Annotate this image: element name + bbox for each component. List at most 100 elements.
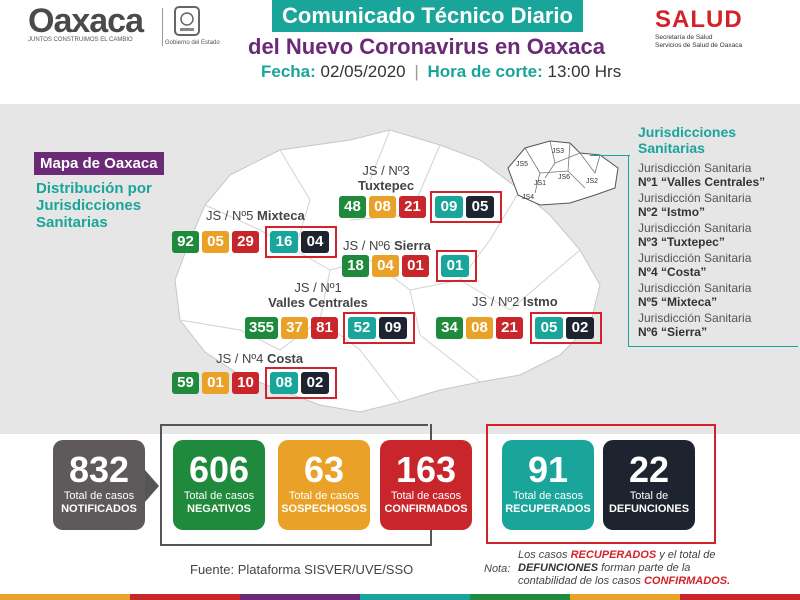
legend-item-name: Nº6 “Sierra”	[638, 325, 708, 339]
negativos-count: 48	[339, 196, 366, 218]
salud-logo: SALUD Secretaría de Salud Servicios de S…	[655, 6, 743, 50]
jurisdiction-label: JS / Nº1 Valles Centrales	[266, 280, 370, 310]
total-caption: Total de casos	[183, 490, 255, 502]
color-stripe	[0, 594, 130, 600]
legend-connector	[590, 155, 630, 156]
recuperados-count: 08	[270, 372, 298, 394]
jurisdiction-label: JS / Nº5 Mixteca	[206, 208, 305, 223]
distribution-title: Distribución por Jurisdicciones Sanitari…	[36, 180, 152, 231]
legend-item-line: Jurisdicción Sanitaria	[638, 191, 752, 205]
legend-item-line: Jurisdicción Sanitaria	[638, 221, 752, 235]
legend-item: Jurisdicción Sanitaria Nº4 “Costa”	[638, 251, 798, 279]
oaxaca-logo: Oaxaca JUNTOS CONSTRUIMOS EL CAMBIO	[28, 2, 158, 43]
recovered-frame	[436, 250, 477, 282]
confirmados-count: 29	[232, 231, 259, 253]
color-stripe	[130, 594, 240, 600]
recovered-frame	[343, 312, 415, 344]
legend-item: Jurisdicción Sanitaria Nº6 “Sierra”	[638, 311, 798, 339]
negativos-count: 92	[172, 231, 199, 253]
sospechosos-count: 01	[202, 372, 229, 394]
legend-bracket	[628, 155, 629, 347]
legend-item-name: Nº5 “Mixteca”	[638, 295, 718, 309]
legend-bracket-end	[628, 346, 798, 347]
logo-divider	[162, 8, 163, 46]
confirmados-count: 10	[232, 372, 259, 394]
hora-value: 13:00 Hrs	[547, 62, 622, 81]
total-sospechosos: 63 Total de casos SOSPECHOSOS	[278, 440, 370, 530]
arrow-icon	[145, 470, 159, 502]
recuperados-count: 16	[270, 231, 298, 253]
js-name: Costa	[267, 351, 304, 366]
nota-recuperados: RECUPERADOS	[570, 549, 657, 561]
total-confirmados: 163 Total de casos CONFIRMADOS	[380, 440, 472, 530]
js-number: JS / Nº1	[294, 280, 342, 295]
legend-item: Jurisdicción Sanitaria Nº2 “Istmo”	[638, 191, 798, 219]
legend-item: Jurisdicción Sanitaria Nº3 “Tuxtepec”	[638, 221, 798, 249]
group-frame-gray-top	[160, 424, 428, 426]
total-caption: Total de casos	[390, 490, 462, 502]
recuperados-count: 09	[435, 196, 463, 218]
negativos-count: 18	[342, 255, 369, 277]
legend-item: Jurisdicción Sanitaria Nº5 “Mixteca”	[638, 281, 798, 309]
recovered-frame	[530, 312, 602, 344]
jurisdiction-label: JS / Nº4 Costa	[216, 351, 303, 366]
nota-defunciones: DEFUNCIONES	[518, 562, 599, 574]
total-label: DEFUNCIONES	[608, 503, 690, 515]
inset-label: JS5	[516, 161, 528, 168]
color-stripe	[240, 594, 360, 600]
total-label: SOSPECHOSOS	[281, 503, 367, 515]
inset-label: JS3	[552, 148, 564, 155]
color-stripe	[470, 594, 570, 600]
dist-line: Distribución por	[36, 180, 152, 197]
total-recuperados: 91 Total de casos RECUPERADOS	[502, 440, 594, 530]
total-caption: Total de	[629, 490, 669, 502]
date-separator: |	[414, 62, 419, 81]
dist-line: Sanitarias	[36, 214, 108, 231]
nota-text: forman parte de la	[598, 562, 691, 574]
js-name: Tuxtepec	[358, 178, 415, 193]
js-number: JS / Nº6	[343, 238, 391, 253]
js-name: Mixteca	[257, 208, 305, 223]
salud-sub2: Servicios de Salud de Oaxaca	[655, 42, 743, 49]
page-title-line1: Comunicado Técnico Diario	[272, 0, 583, 32]
sospechosos-count: 37	[281, 317, 308, 339]
nota-text: y el total de	[656, 549, 716, 561]
sospechosos-count: 08	[466, 317, 493, 339]
total-label: CONFIRMADOS	[384, 503, 468, 515]
dist-line: Jurisdicciones	[36, 197, 142, 214]
group-frame-red	[486, 424, 716, 544]
jurisdiction-label: JS / Nº6 Sierra	[343, 238, 431, 253]
defunciones-count: 02	[301, 372, 329, 394]
js-number: JS / Nº3	[362, 163, 410, 178]
fecha-value: 02/05/2020	[320, 62, 406, 81]
total-caption: Total de casos	[288, 490, 360, 502]
total-caption: Total de casos	[512, 490, 584, 502]
sospechosos-count: 05	[202, 231, 229, 253]
inset-label: JS2	[586, 178, 598, 185]
nota-key: Nota:	[484, 563, 511, 575]
fecha-label: Fecha:	[261, 62, 316, 81]
recuperados-count: 05	[535, 317, 563, 339]
legend-item-line: Jurisdicción Sanitaria	[638, 161, 752, 175]
confirmados-count: 21	[399, 196, 426, 218]
sospechosos-count: 04	[372, 255, 399, 277]
total-number: 22	[628, 449, 670, 490]
map-tag: Mapa de Oaxaca	[34, 152, 164, 175]
legend-item: Jurisdicción Sanitaria Nº1 “Valles Centra…	[638, 161, 798, 189]
total-number: 63	[303, 449, 345, 490]
total-number: 832	[68, 449, 130, 490]
gov-caption: Gobierno del Estado	[165, 40, 220, 46]
recuperados-count: 52	[348, 317, 376, 339]
state-seal-icon	[170, 4, 204, 38]
total-notificados: 832 Total de casos NOTIFICADOS	[53, 440, 145, 530]
logo-subtitle: JUNTOS CONSTRUIMOS EL CAMBIO	[28, 37, 133, 43]
js-name: Valles Centrales	[268, 295, 368, 310]
color-stripe	[360, 594, 470, 600]
defunciones-count: 02	[566, 317, 594, 339]
color-stripe	[680, 594, 800, 600]
salud-word: SALUD	[655, 6, 743, 33]
color-stripe	[570, 594, 680, 600]
inset-label: JS6	[558, 174, 570, 181]
sospechosos-count: 08	[369, 196, 396, 218]
inset-map: JS5 JS3 JS6 JS2 JS1 JS4	[507, 140, 619, 206]
